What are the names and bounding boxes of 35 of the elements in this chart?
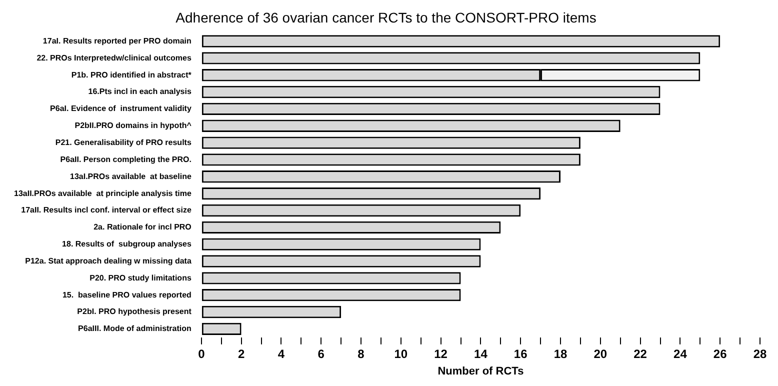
x-tick-label: 12: [434, 346, 448, 361]
y-tick-label: 13aII.PROs available at principle analysis time: [14, 188, 192, 198]
x-tick-label: 22: [634, 346, 648, 361]
y-tick-label: 18. Results of subgroup analyses: [62, 240, 192, 249]
y-tick-label: 16.Pts incl in each analysis: [88, 87, 192, 96]
y-tick-label: 2a. Rationale for incl PRO: [94, 222, 192, 232]
x-axis-title: Number of RCTs: [438, 365, 524, 378]
y-tick-label: 22. PROs Interpretedw/clinical outcomes: [36, 53, 192, 62]
y-tick-label: 17aI. Results reported per PRO domain: [42, 36, 192, 46]
y-tick-label: P2bII.PRO domains in hypoth^: [74, 121, 192, 130]
x-tick-label: 0: [198, 346, 206, 361]
y-tick-label: P2bI. PRO hypothesis present: [77, 307, 192, 316]
x-tick-label: 6: [318, 346, 325, 361]
x-tick-label: 4: [278, 346, 285, 361]
x-tick-label: 16: [514, 346, 528, 361]
y-tick-label: P12a. Stat approach dealing w missing data: [25, 256, 192, 266]
x-tick-label: 26: [713, 346, 728, 361]
x-tick-label: 8: [358, 346, 365, 361]
y-tick-label: P6aIII. Mode of administration: [78, 324, 192, 334]
y-tick-label: P21. Generalisability of PRO results: [55, 138, 192, 147]
x-tick-label: 2: [238, 346, 245, 361]
x-tick-label: 14: [474, 346, 488, 361]
x-tick-label: 20: [594, 346, 608, 361]
x-tick-label: 24: [674, 346, 688, 361]
chart-title: Adherence of 36 ovarian cancer RCTs to the CONSORT-PRO items: [176, 9, 596, 26]
y-tick-label: P1b. PRO identified in abstract*: [71, 70, 192, 80]
y-tick-label: 13aI.PROs available at baseline: [70, 172, 192, 181]
y-tick-label: P6aI. Evidence of instrument validity: [50, 104, 192, 114]
y-tick-label: 15. baseline PRO values reported: [62, 290, 192, 300]
y-tick-label: P6aII. Person completing the PRO.: [60, 154, 192, 164]
x-tick-label: 28: [753, 346, 767, 361]
x-tick-label: 18: [554, 346, 568, 361]
x-tick-label: 10: [394, 346, 408, 361]
y-tick-label: 17aII. Results incl conf. interval or effect size: [21, 206, 192, 215]
y-tick-label: P20. PRO study limitations: [90, 273, 192, 282]
